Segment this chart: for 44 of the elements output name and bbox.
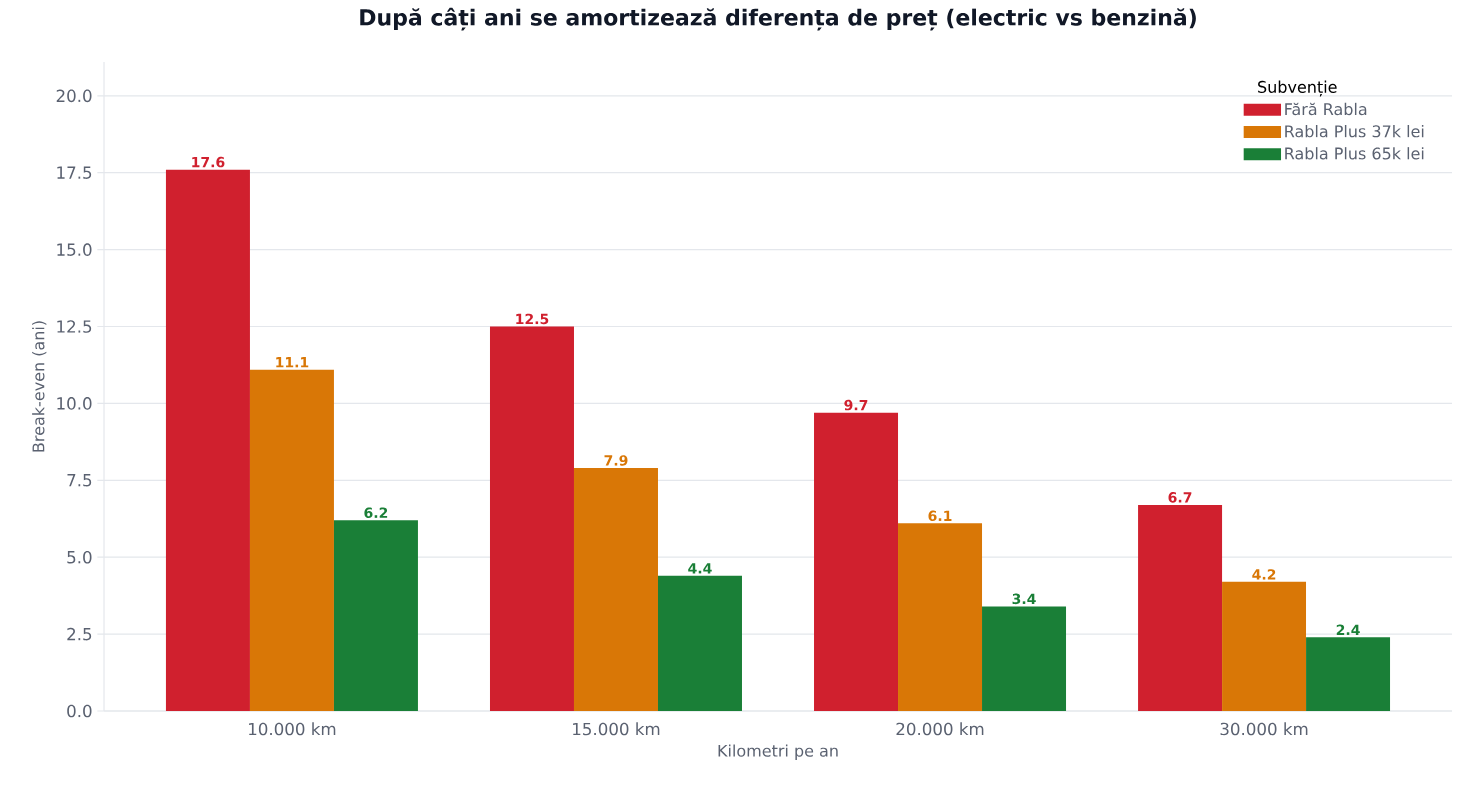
bar [814, 412, 899, 711]
bar [489, 326, 574, 711]
bar [573, 468, 658, 711]
bar [982, 606, 1067, 711]
data-label: 3.4 [1012, 593, 1036, 605]
x-tick-label: 30.000 km [1220, 722, 1308, 736]
data-label: 17.6 [192, 156, 225, 168]
x-axis-title: Kilometri pe an [718, 744, 838, 760]
legend-label: Rabla Plus 65k lei [1285, 147, 1424, 160]
y-tick-label: 7.5 [67, 474, 92, 487]
data-label: 2.4 [1336, 624, 1360, 635]
x-tick-label: 15.000 km [573, 722, 660, 736]
bar [1306, 637, 1391, 711]
legend-title: Subvenție [1258, 80, 1337, 97]
bar [898, 523, 983, 711]
y-tick-label: 2.5 [67, 627, 92, 641]
bar [1222, 581, 1307, 711]
data-label: 4.2 [1252, 569, 1276, 580]
chart-title: După câți ani se amortizează diferența de preț (electric vs benzină) [360, 7, 1196, 31]
x-tick-label: 10.000 km [249, 722, 336, 736]
data-label: 6.1 [928, 510, 952, 522]
y-tick-label: 17.5 [57, 166, 92, 179]
y-tick-label: 10.0 [57, 397, 92, 410]
legend-label: Rabla Plus 37k lei [1285, 124, 1424, 138]
bar [165, 169, 250, 711]
y-tick-label: 15.0 [57, 243, 92, 256]
x-tick-label: 20.000 km [896, 722, 984, 736]
data-label: 6.7 [1168, 492, 1192, 503]
data-label: 6.2 [364, 507, 388, 519]
data-label: 12.5 [516, 313, 549, 325]
y-tick-label: 5.0 [67, 550, 92, 564]
bar [657, 575, 742, 711]
data-label: 11.1 [276, 357, 309, 368]
bar [333, 520, 418, 711]
bar [1138, 504, 1223, 711]
legend-label: Fără Rabla [1285, 102, 1367, 116]
y-tick-label: 12.5 [57, 320, 92, 333]
y-axis-title: Break-even (ani) [32, 321, 47, 452]
data-label: 9.7 [844, 399, 868, 411]
y-tick-label: 0.0 [67, 704, 92, 718]
bar [249, 369, 334, 711]
data-label: 7.9 [604, 455, 628, 466]
y-tick-label: 20.0 [56, 89, 92, 103]
data-label: 4.4 [688, 563, 712, 574]
